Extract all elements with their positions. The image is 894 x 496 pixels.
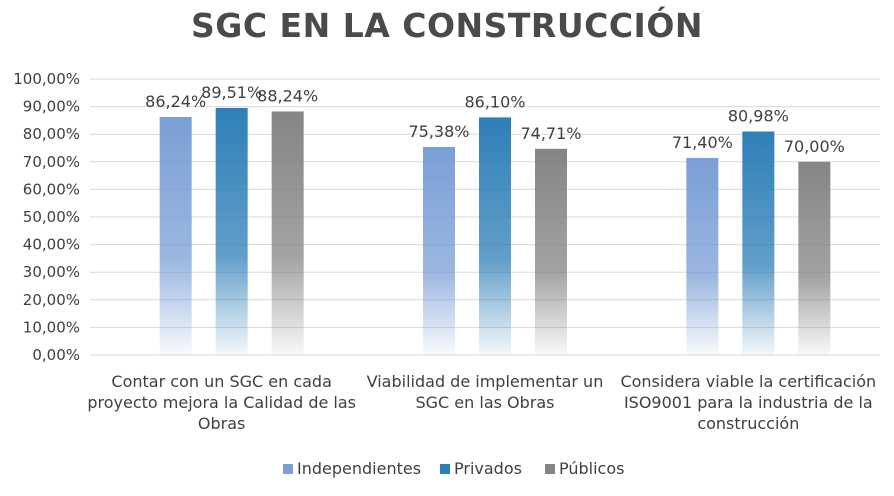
y-tick-label: 70,00% — [23, 153, 80, 171]
y-tick-label: 50,00% — [23, 208, 80, 226]
data-label: 71,40% — [672, 133, 733, 152]
data-label: 70,00% — [784, 137, 845, 156]
bar-públicos-1 — [271, 111, 304, 355]
legend-label: Independientes — [297, 459, 421, 478]
data-label: 89,51% — [201, 83, 262, 102]
data-label: 75,38% — [408, 122, 469, 141]
bar-privados-1 — [215, 107, 248, 356]
bar-independientes-1 — [159, 116, 192, 355]
category-label: Contar con un SGC en cada proyecto mejora… — [87, 372, 356, 433]
data-label: 88,24% — [257, 86, 318, 105]
legend-label: Privados — [454, 459, 522, 478]
data-label: 80,98% — [728, 106, 789, 125]
y-tick-label: 20,00% — [23, 291, 80, 309]
bar-públicos-2 — [535, 148, 567, 355]
bar-privados-3 — [742, 131, 775, 355]
y-tick-label: 90,00% — [23, 98, 80, 116]
category-label: Viabilidad de implementar un SGC en las O… — [367, 372, 604, 412]
chart-title: SGC EN LA CONSTRUCCIÓN — [190, 6, 704, 45]
legend-label: Públicos — [559, 459, 624, 478]
y-tick-label: 0,00% — [32, 346, 80, 364]
legend-swatch-independientes — [283, 464, 293, 474]
data-label: 86,10% — [464, 92, 525, 111]
bar-independientes-3 — [686, 157, 719, 355]
y-tick-label: 40,00% — [23, 236, 80, 254]
data-label: 74,71% — [520, 124, 581, 143]
y-tick-label: 60,00% — [23, 180, 80, 198]
category-label: Considera viable la certificación ISO9001… — [620, 372, 876, 433]
data-label: 86,24% — [145, 92, 206, 111]
legend-swatch-públicos — [545, 464, 555, 474]
bar-públicos-3 — [798, 161, 831, 355]
y-tick-label: 80,00% — [23, 125, 80, 143]
bar-privados-2 — [479, 117, 511, 355]
legend-swatch-privados — [440, 464, 450, 474]
y-tick-label: 30,00% — [23, 263, 80, 281]
y-tick-label: 100,00% — [13, 70, 80, 88]
bar-independientes-2 — [423, 146, 455, 355]
y-tick-label: 10,00% — [23, 318, 80, 336]
